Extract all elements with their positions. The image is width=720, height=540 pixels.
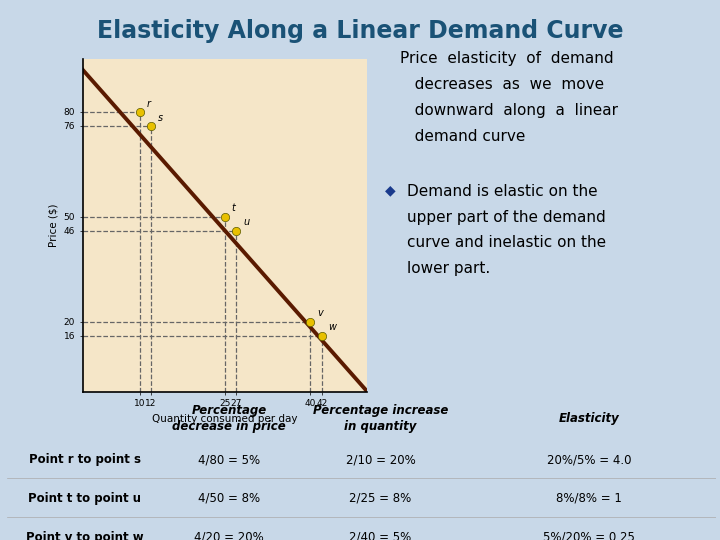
Text: Percentage increase
in quantity: Percentage increase in quantity [312, 404, 449, 433]
Text: u: u [243, 218, 249, 227]
Text: 4/80 = 5%: 4/80 = 5% [198, 453, 261, 466]
Text: 4/20 = 20%: 4/20 = 20% [194, 531, 264, 540]
Text: upper part of the demand: upper part of the demand [407, 210, 606, 225]
Text: 5%/20% = 0.25: 5%/20% = 0.25 [544, 531, 635, 540]
Text: ◆: ◆ [385, 184, 396, 198]
Text: Demand is elastic on the: Demand is elastic on the [407, 184, 598, 199]
Text: 2/25 = 8%: 2/25 = 8% [349, 492, 412, 505]
Text: Price  elasticity  of  demand: Price elasticity of demand [400, 51, 613, 66]
Text: lower part.: lower part. [407, 261, 490, 276]
Text: w: w [328, 322, 336, 332]
Text: demand curve: demand curve [400, 129, 525, 144]
Text: r: r [146, 99, 150, 109]
Text: decreases  as  we  move: decreases as we move [400, 77, 604, 92]
Text: curve and inelastic on the: curve and inelastic on the [407, 235, 606, 251]
Text: Point v to point w: Point v to point w [26, 531, 143, 540]
Text: s: s [158, 112, 163, 123]
Text: 8%/8% = 1: 8%/8% = 1 [557, 492, 622, 505]
Text: Point t to point u: Point t to point u [28, 492, 141, 505]
Text: 4/50 = 8%: 4/50 = 8% [198, 492, 261, 505]
Text: t: t [232, 204, 235, 213]
Text: Point r to point s: Point r to point s [29, 453, 140, 466]
Text: 20%/5% = 4.0: 20%/5% = 4.0 [547, 453, 631, 466]
Text: Percentage
decrease in price: Percentage decrease in price [173, 404, 286, 433]
Text: 2/10 = 20%: 2/10 = 20% [346, 453, 415, 466]
X-axis label: Quantity consumed per day: Quantity consumed per day [152, 414, 298, 424]
Text: v: v [317, 308, 323, 319]
Y-axis label: Price ($): Price ($) [48, 204, 58, 247]
Text: Elasticity Along a Linear Demand Curve: Elasticity Along a Linear Demand Curve [96, 19, 624, 43]
Text: downward  along  a  linear: downward along a linear [400, 103, 618, 118]
Text: Elasticity: Elasticity [559, 412, 620, 425]
Text: 2/40 = 5%: 2/40 = 5% [349, 531, 412, 540]
